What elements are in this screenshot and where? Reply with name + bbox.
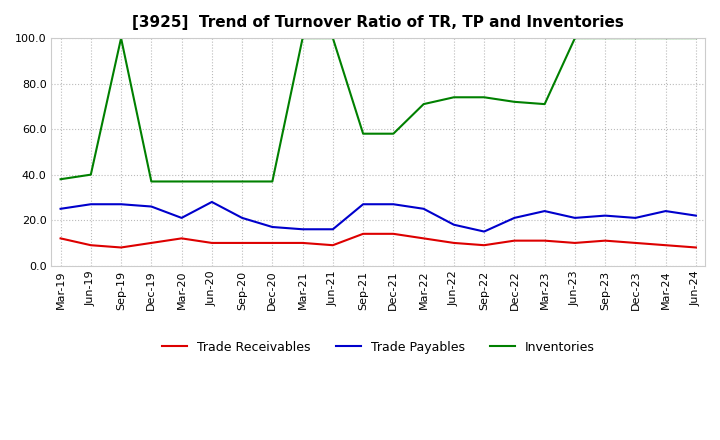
Inventories: [359, 131, 367, 136]
Title: [3925]  Trend of Turnover Ratio of TR, TP and Inventories: [3925] Trend of Turnover Ratio of TR, TP…: [132, 15, 624, 30]
Trade Payables: [359, 202, 367, 207]
Trade Receivables: [268, 240, 276, 246]
Trade Payables: [419, 206, 428, 212]
Trade Receivables: [147, 240, 156, 246]
Trade Payables: [268, 224, 276, 230]
Inventories: [449, 95, 458, 100]
Inventories: [510, 99, 518, 104]
Trade Receivables: [510, 238, 518, 243]
Trade Payables: [449, 222, 458, 227]
Trade Payables: [238, 215, 246, 220]
Inventories: [147, 179, 156, 184]
Inventories: [692, 36, 701, 41]
Inventories: [268, 179, 276, 184]
Trade Receivables: [207, 240, 216, 246]
Inventories: [480, 95, 488, 100]
Trade Receivables: [631, 240, 640, 246]
Inventories: [631, 36, 640, 41]
Inventories: [86, 172, 95, 177]
Trade Payables: [56, 206, 65, 212]
Trade Receivables: [177, 236, 186, 241]
Inventories: [328, 36, 337, 41]
Trade Payables: [207, 199, 216, 205]
Trade Payables: [570, 215, 579, 220]
Trade Payables: [540, 209, 549, 214]
Line: Inventories: Inventories: [60, 38, 696, 181]
Trade Receivables: [419, 236, 428, 241]
Trade Payables: [117, 202, 125, 207]
Inventories: [389, 131, 397, 136]
Trade Receivables: [86, 242, 95, 248]
Inventories: [570, 36, 579, 41]
Trade Receivables: [328, 242, 337, 248]
Inventories: [238, 179, 246, 184]
Trade Receivables: [540, 238, 549, 243]
Trade Payables: [328, 227, 337, 232]
Trade Payables: [480, 229, 488, 234]
Inventories: [56, 176, 65, 182]
Trade Receivables: [600, 238, 609, 243]
Trade Payables: [177, 215, 186, 220]
Line: Trade Payables: Trade Payables: [60, 202, 696, 231]
Trade Receivables: [298, 240, 307, 246]
Trade Payables: [510, 215, 518, 220]
Trade Receivables: [56, 236, 65, 241]
Legend: Trade Receivables, Trade Payables, Inventories: Trade Receivables, Trade Payables, Inven…: [157, 336, 600, 359]
Trade Payables: [600, 213, 609, 218]
Trade Receivables: [480, 242, 488, 248]
Trade Payables: [662, 209, 670, 214]
Inventories: [540, 102, 549, 107]
Trade Receivables: [238, 240, 246, 246]
Inventories: [177, 179, 186, 184]
Trade Receivables: [570, 240, 579, 246]
Trade Receivables: [662, 242, 670, 248]
Inventories: [117, 36, 125, 41]
Trade Payables: [389, 202, 397, 207]
Trade Payables: [86, 202, 95, 207]
Trade Receivables: [117, 245, 125, 250]
Trade Receivables: [389, 231, 397, 236]
Inventories: [298, 36, 307, 41]
Trade Receivables: [692, 245, 701, 250]
Trade Receivables: [359, 231, 367, 236]
Trade Receivables: [449, 240, 458, 246]
Inventories: [662, 36, 670, 41]
Inventories: [600, 36, 609, 41]
Line: Trade Receivables: Trade Receivables: [60, 234, 696, 247]
Trade Payables: [631, 215, 640, 220]
Trade Payables: [692, 213, 701, 218]
Inventories: [207, 179, 216, 184]
Inventories: [419, 102, 428, 107]
Trade Payables: [298, 227, 307, 232]
Trade Payables: [147, 204, 156, 209]
